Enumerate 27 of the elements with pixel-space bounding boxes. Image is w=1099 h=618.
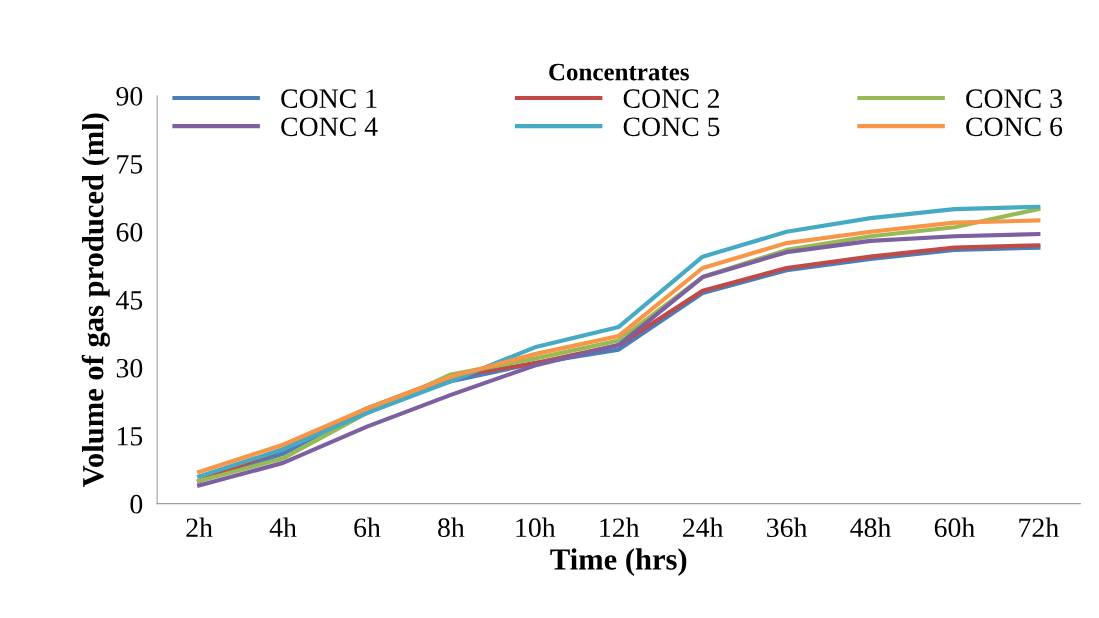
y-tick-label: 60 (116, 222, 143, 242)
x-tick-label: 10h (516, 517, 556, 538)
x-tick-label: 12h (600, 517, 640, 537)
legend-label: CONC 4 (281, 117, 378, 137)
x-tick-label: 6h (354, 517, 381, 538)
y-axis-title: Volume of gas produced (ml) (81, 113, 110, 487)
x-tick-label: 36h (767, 517, 808, 538)
y-tick-label: 45 (116, 291, 143, 310)
legend-label: CONC 6 (966, 117, 1063, 137)
x-tick-label: 72h (1019, 517, 1059, 537)
y-tick-label: 75 (117, 155, 143, 174)
x-tick-label: 8h (438, 517, 465, 538)
legend-label: CONC 2 (623, 89, 719, 108)
legend-title: Concentrates (549, 63, 689, 81)
y-tick-label: 15 (117, 426, 143, 446)
x-tick-label: 60h (934, 517, 975, 538)
legend-label: CONC 5 (623, 117, 720, 137)
x-tick-label: 24h (683, 517, 724, 537)
y-tick-label: 90 (116, 86, 143, 106)
x-tick-label: 4h (269, 517, 297, 537)
legend-label: CONC 1 (281, 89, 377, 108)
x-tick-label: 48h (850, 517, 891, 538)
y-tick-label: 30 (116, 358, 143, 378)
x-axis-title: Time (hrs) (550, 548, 687, 577)
legend-label: CONC 3 (966, 89, 1062, 108)
x-tick-label: 2h (186, 517, 213, 537)
y-tick-label: 0 (130, 494, 143, 514)
